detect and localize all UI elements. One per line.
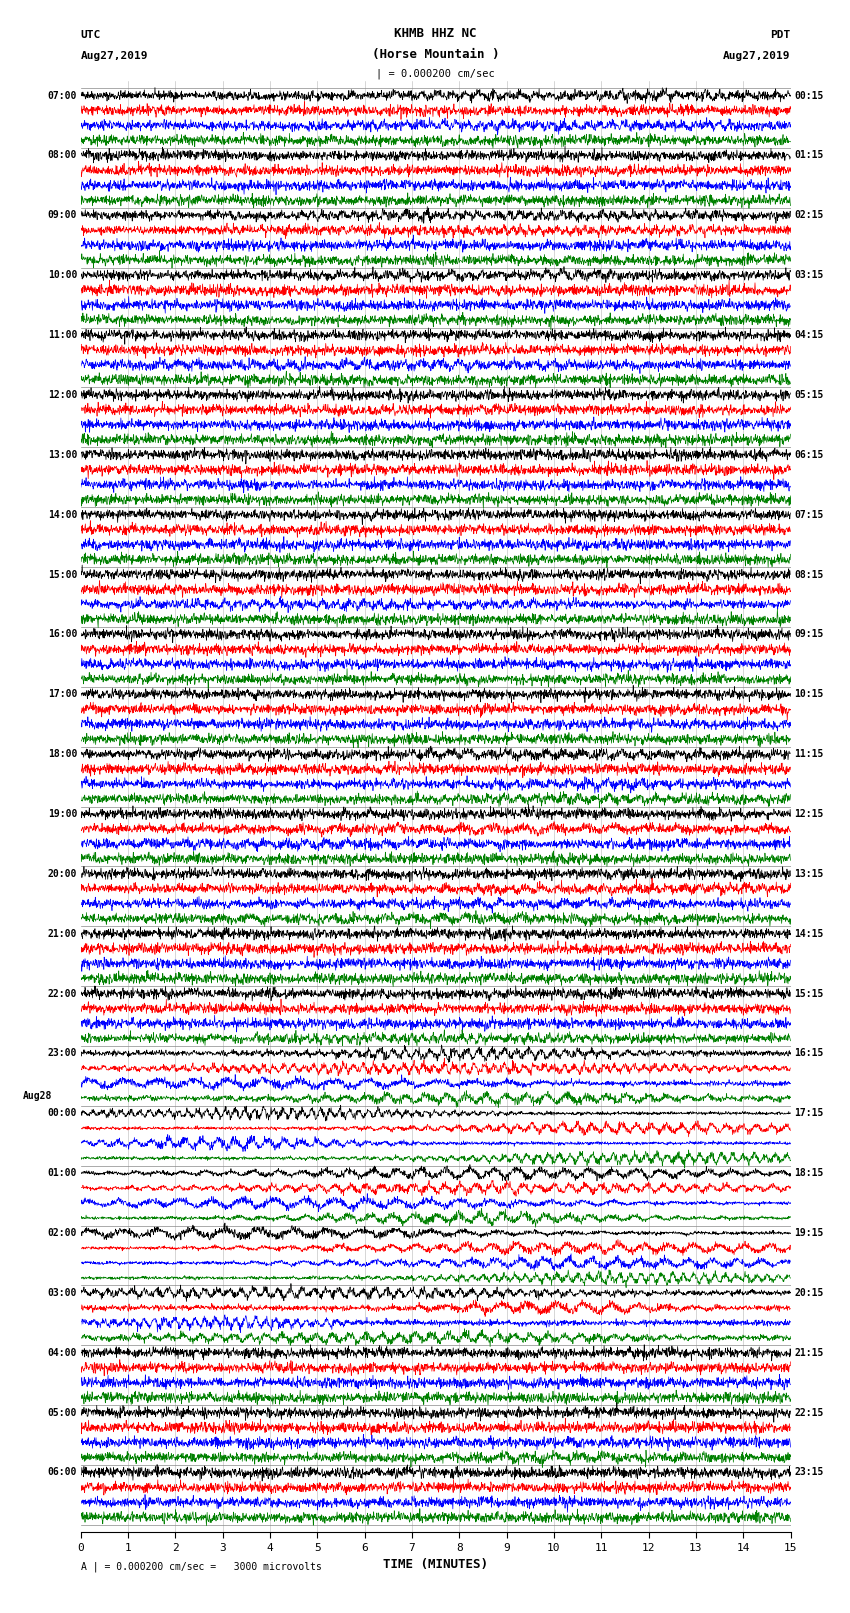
Text: 20:00: 20:00	[48, 869, 77, 879]
Text: 00:00: 00:00	[48, 1108, 77, 1118]
Text: 10:00: 10:00	[48, 271, 77, 281]
Text: 02:00: 02:00	[48, 1227, 77, 1239]
Text: 18:15: 18:15	[794, 1168, 824, 1177]
Text: 01:15: 01:15	[794, 150, 824, 160]
Text: 18:00: 18:00	[48, 748, 77, 760]
Text: 17:00: 17:00	[48, 689, 77, 700]
Text: 01:00: 01:00	[48, 1168, 77, 1177]
Text: 23:00: 23:00	[48, 1048, 77, 1058]
Text: 23:15: 23:15	[794, 1468, 824, 1478]
Text: 06:00: 06:00	[48, 1468, 77, 1478]
Text: 07:00: 07:00	[48, 90, 77, 100]
Text: 08:15: 08:15	[794, 569, 824, 579]
Text: 05:15: 05:15	[794, 390, 824, 400]
Text: 16:15: 16:15	[794, 1048, 824, 1058]
Text: 19:15: 19:15	[794, 1227, 824, 1239]
Text: 08:00: 08:00	[48, 150, 77, 160]
Text: 02:15: 02:15	[794, 210, 824, 221]
Text: 22:00: 22:00	[48, 989, 77, 998]
Text: 19:00: 19:00	[48, 810, 77, 819]
Text: (Horse Mountain ): (Horse Mountain )	[372, 48, 500, 61]
Text: Aug28: Aug28	[23, 1092, 53, 1102]
Text: 12:00: 12:00	[48, 390, 77, 400]
Text: 12:15: 12:15	[794, 810, 824, 819]
Text: 14:15: 14:15	[794, 929, 824, 939]
Text: 03:15: 03:15	[794, 271, 824, 281]
Text: 10:15: 10:15	[794, 689, 824, 700]
Text: Aug27,2019: Aug27,2019	[723, 52, 791, 61]
Text: 09:15: 09:15	[794, 629, 824, 639]
X-axis label: TIME (MINUTES): TIME (MINUTES)	[383, 1558, 488, 1571]
Text: 13:15: 13:15	[794, 869, 824, 879]
Text: 15:15: 15:15	[794, 989, 824, 998]
Text: 03:00: 03:00	[48, 1287, 77, 1298]
Text: 11:15: 11:15	[794, 748, 824, 760]
Text: Aug27,2019: Aug27,2019	[81, 52, 148, 61]
Text: 21:15: 21:15	[794, 1348, 824, 1358]
Text: PDT: PDT	[770, 31, 790, 40]
Text: 22:15: 22:15	[794, 1408, 824, 1418]
Text: 04:15: 04:15	[794, 331, 824, 340]
Text: A | = 0.000200 cm/sec =   3000 microvolts: A | = 0.000200 cm/sec = 3000 microvolts	[81, 1561, 321, 1573]
Text: KHMB HHZ NC: KHMB HHZ NC	[394, 27, 477, 40]
Text: 17:15: 17:15	[794, 1108, 824, 1118]
Text: 20:15: 20:15	[794, 1287, 824, 1298]
Text: 16:00: 16:00	[48, 629, 77, 639]
Text: 13:00: 13:00	[48, 450, 77, 460]
Text: 09:00: 09:00	[48, 210, 77, 221]
Text: 00:15: 00:15	[794, 90, 824, 100]
Text: 05:00: 05:00	[48, 1408, 77, 1418]
Text: | = 0.000200 cm/sec: | = 0.000200 cm/sec	[377, 68, 495, 79]
Text: 21:00: 21:00	[48, 929, 77, 939]
Text: 11:00: 11:00	[48, 331, 77, 340]
Text: 04:00: 04:00	[48, 1348, 77, 1358]
Text: 06:15: 06:15	[794, 450, 824, 460]
Text: 14:00: 14:00	[48, 510, 77, 519]
Text: 15:00: 15:00	[48, 569, 77, 579]
Text: UTC: UTC	[81, 31, 101, 40]
Text: 07:15: 07:15	[794, 510, 824, 519]
